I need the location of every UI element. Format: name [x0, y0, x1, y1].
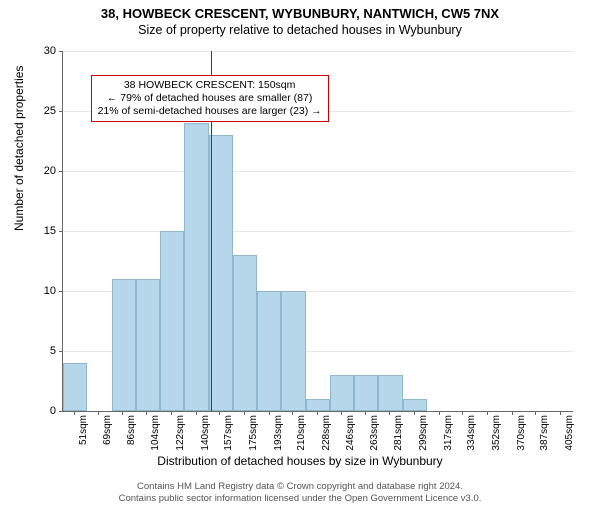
x-tick-label: 334sqm — [466, 415, 477, 451]
histogram-bar — [63, 363, 87, 411]
histogram-bar — [354, 375, 378, 411]
y-tick-label: 20 — [16, 165, 56, 177]
gridline — [63, 171, 573, 172]
x-tick-label: 140sqm — [200, 415, 211, 451]
gridline — [63, 51, 573, 52]
histogram-bar — [209, 135, 233, 411]
histogram-bar — [306, 399, 330, 411]
x-tick-label: 263sqm — [369, 415, 380, 451]
x-tick-label: 193sqm — [273, 415, 284, 451]
histogram-bar — [112, 279, 136, 411]
y-tick-label: 5 — [16, 345, 56, 357]
x-tick-label: 387sqm — [539, 415, 550, 451]
x-tick-label: 352sqm — [491, 415, 502, 451]
histogram-bar — [378, 375, 402, 411]
y-tick-label: 25 — [16, 105, 56, 117]
x-tick-label: 86sqm — [126, 415, 137, 445]
histogram-bar — [160, 231, 184, 411]
x-axis-label: Distribution of detached houses by size … — [0, 454, 600, 468]
histogram-bar — [233, 255, 257, 411]
histogram-bar — [257, 291, 281, 411]
x-tick-label: 299sqm — [418, 415, 429, 451]
x-tick-label: 175sqm — [248, 415, 259, 451]
y-axis-label: Number of detached properties — [12, 66, 26, 231]
chart-title-address: 38, HOWBECK CRESCENT, WYBUNBURY, NANTWIC… — [0, 6, 600, 21]
y-tick-label: 10 — [16, 285, 56, 297]
x-tick-label: 157sqm — [223, 415, 234, 451]
histogram-bar — [330, 375, 354, 411]
x-tick-label: 51sqm — [78, 415, 89, 445]
annotation-box: 38 HOWBECK CRESCENT: 150sqm← 79% of deta… — [91, 75, 329, 122]
x-tick-label: 69sqm — [102, 415, 113, 445]
x-tick-label: 228sqm — [321, 415, 332, 451]
footer-line2: Contains public sector information licen… — [0, 493, 600, 504]
gridline — [63, 231, 573, 232]
chart-title-subtitle: Size of property relative to detached ho… — [0, 23, 600, 37]
x-tick-label: 210sqm — [296, 415, 307, 451]
x-tick-label: 370sqm — [516, 415, 527, 451]
y-tick-label: 30 — [16, 45, 56, 57]
y-tick-label: 0 — [16, 405, 56, 417]
footer-attribution: Contains HM Land Registry data © Crown c… — [0, 481, 600, 504]
footer-line1: Contains HM Land Registry data © Crown c… — [0, 481, 600, 492]
y-tick-label: 15 — [16, 225, 56, 237]
annotation-line1: 38 HOWBECK CRESCENT: 150sqm — [98, 79, 322, 92]
x-tick-label: 104sqm — [150, 415, 161, 451]
x-tick-label: 317sqm — [443, 415, 454, 451]
annotation-line2: ← 79% of detached houses are smaller (87… — [98, 92, 322, 105]
x-tick-label: 281sqm — [393, 415, 404, 451]
x-tick-label: 405sqm — [564, 415, 575, 451]
histogram-bar — [281, 291, 305, 411]
annotation-line3: 21% of semi-detached houses are larger (… — [98, 105, 322, 118]
histogram-bar — [184, 123, 208, 411]
x-tick-label: 246sqm — [345, 415, 356, 451]
histogram-bar — [403, 399, 427, 411]
x-tick-label: 122sqm — [175, 415, 186, 451]
histogram-chart: 05101520253051sqm69sqm86sqm104sqm122sqm1… — [62, 51, 572, 411]
histogram-bar — [136, 279, 160, 411]
